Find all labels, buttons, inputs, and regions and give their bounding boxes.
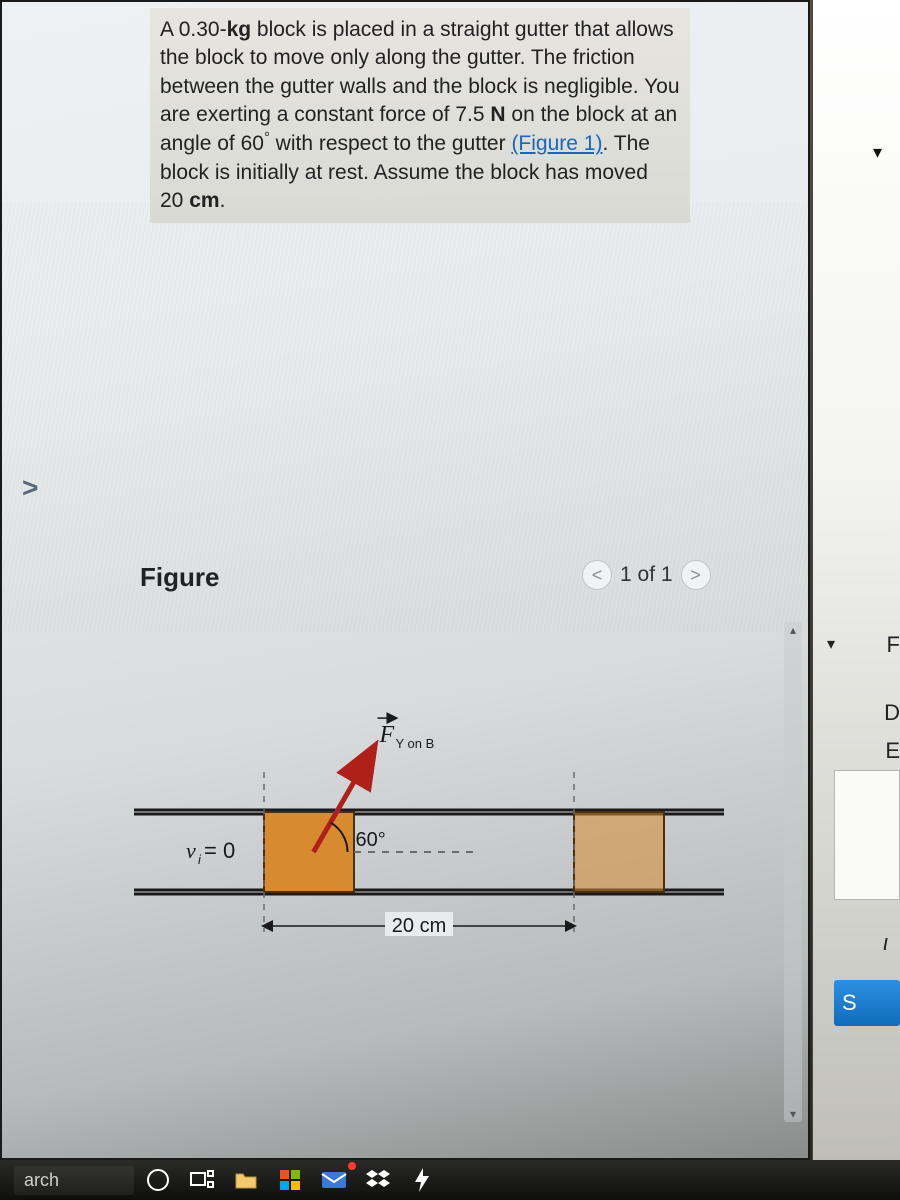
figure-pager: < 1 of 1 > (582, 560, 711, 590)
mail-icon[interactable] (314, 1164, 354, 1196)
distance-unit: cm (189, 189, 219, 212)
pager-label: 1 of 1 (620, 563, 673, 587)
nav-next-chevron[interactable]: > (22, 472, 38, 504)
mass-unit: kg (227, 18, 252, 41)
angle-value: 60 (241, 132, 264, 155)
figure-link[interactable]: (Figure 1) (511, 132, 602, 155)
pager-next-button[interactable]: > (681, 560, 711, 590)
scroll-up-icon[interactable]: ▴ (784, 622, 802, 638)
svg-text:i: i (198, 852, 202, 867)
scroll-down-icon[interactable]: ▾ (784, 1106, 802, 1122)
app-icon[interactable] (402, 1164, 442, 1196)
part-label-f: F (887, 632, 900, 658)
task-view-icon[interactable] (182, 1164, 222, 1196)
svg-text:= 0: = 0 (204, 838, 235, 863)
force-value: 7.5 (455, 103, 484, 126)
mass-value: 0.30 (179, 18, 220, 41)
cortana-icon[interactable] (138, 1164, 178, 1196)
dropdown-caret-icon[interactable]: ▾ (873, 142, 882, 163)
part-label-d: D (884, 700, 900, 726)
dropbox-icon[interactable] (358, 1164, 398, 1196)
answer-input[interactable] (834, 770, 900, 900)
text: with respect to the gutter (270, 132, 512, 155)
figure-scrollbar[interactable]: ▴ ▾ (784, 622, 802, 1122)
problem-statement: A 0.30-kg block is placed in a straight … (150, 8, 690, 223)
content-viewport: > A 0.30-kg block is placed in a straigh… (0, 0, 810, 1160)
file-explorer-icon[interactable] (226, 1164, 266, 1196)
figure-diagram: FY on B 60° vi = 0 20 cm (114, 602, 744, 1032)
svg-text:Y on B: Y on B (396, 736, 435, 751)
pager-prev-button[interactable]: < (582, 560, 612, 590)
part-label-e: E (885, 738, 900, 764)
ms-store-icon[interactable] (270, 1164, 310, 1196)
taskbar-search-input[interactable]: arch (14, 1166, 134, 1195)
collapse-caret-icon[interactable]: ▾ (827, 634, 835, 654)
right-panel: ▾ ▾ F D E ι S (812, 0, 900, 1160)
text: . (220, 189, 226, 212)
submit-button[interactable]: S (834, 980, 900, 1026)
text: A (160, 18, 179, 41)
svg-text:F: F (379, 722, 395, 748)
svg-text:20 cm: 20 cm (392, 915, 446, 937)
force-unit: N (490, 103, 505, 126)
distance-value: 20 (160, 189, 183, 212)
figure-heading: Figure (140, 562, 219, 593)
svg-text:60°: 60° (356, 829, 386, 851)
text: - (220, 18, 227, 41)
svg-text:v: v (186, 838, 196, 863)
windows-taskbar: arch (0, 1160, 900, 1200)
units-label: ι (883, 930, 888, 956)
